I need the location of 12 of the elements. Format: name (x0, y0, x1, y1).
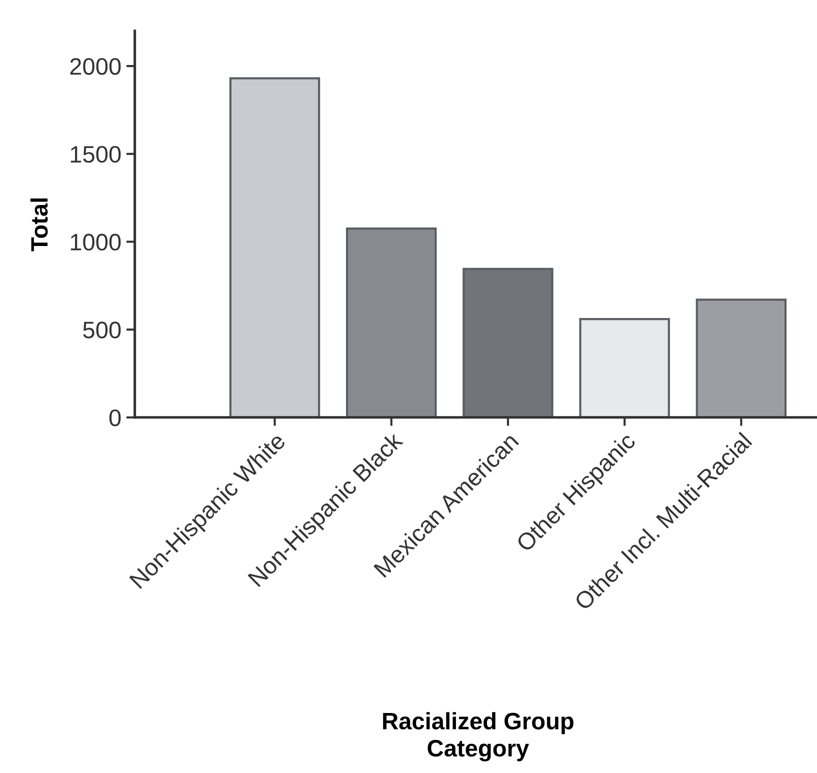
y-tick-label: 1500 (70, 146, 121, 163)
y-tick-label: 2000 (70, 58, 121, 75)
bar (462, 268, 554, 418)
y-axis-title: Total (30, 198, 48, 252)
y-tick-label: 500 (83, 322, 121, 338)
y-tick-label: 1000 (70, 234, 121, 251)
y-tick-label: 0 (109, 409, 121, 426)
x-axis-title: Racialized Group Category (383, 712, 574, 762)
bar (229, 77, 320, 418)
bar (696, 298, 787, 418)
bar (346, 228, 437, 418)
bar (579, 318, 670, 418)
